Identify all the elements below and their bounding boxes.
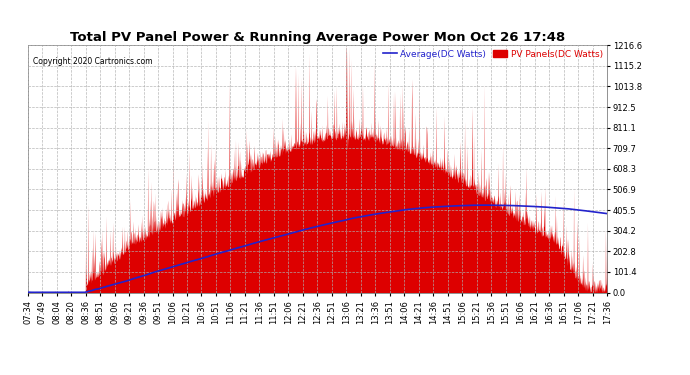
Title: Total PV Panel Power & Running Average Power Mon Oct 26 17:48: Total PV Panel Power & Running Average P… [70, 31, 565, 44]
Text: Copyright 2020 Cartronics.com: Copyright 2020 Cartronics.com [33, 57, 153, 66]
Legend: Average(DC Watts), PV Panels(DC Watts): Average(DC Watts), PV Panels(DC Watts) [383, 50, 602, 58]
